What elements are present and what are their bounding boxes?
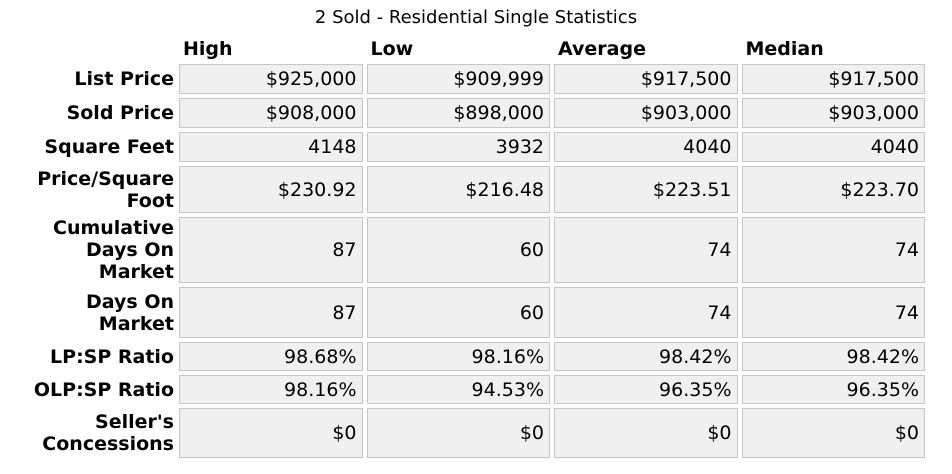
column-header-low: Low bbox=[370, 38, 414, 60]
value-cell: $216.48 bbox=[366, 166, 550, 213]
row-label: Seller's Concessions bbox=[42, 411, 174, 455]
value-cell: $917,500 bbox=[554, 64, 738, 94]
report-title: 2 Sold - Residential Single Statistics bbox=[314, 7, 638, 28]
value-cell: 98.16% bbox=[179, 375, 363, 404]
value-cell: $0 bbox=[554, 408, 738, 458]
value-cell: $925,000 bbox=[179, 64, 363, 94]
value-cell: $917,500 bbox=[741, 64, 925, 94]
row-label: OLP:SP Ratio bbox=[33, 378, 174, 401]
value-cell: 4148 bbox=[179, 132, 363, 162]
row-label: LP:SP Ratio bbox=[50, 345, 174, 368]
value-cell: $223.70 bbox=[741, 166, 925, 213]
value-cell: 98.42% bbox=[741, 342, 925, 371]
column-header-average: Average bbox=[558, 38, 646, 60]
row-label: Days On Market bbox=[86, 290, 174, 335]
value-cell: $903,000 bbox=[554, 98, 738, 128]
value-cell: 74 bbox=[554, 217, 738, 283]
value-cell: $0 bbox=[179, 408, 363, 458]
row-label: Cumulative Days On Market bbox=[53, 217, 174, 283]
value-cell: $223.51 bbox=[554, 166, 738, 213]
value-cell: 60 bbox=[366, 287, 550, 338]
value-cell: 3932 bbox=[366, 132, 550, 162]
value-cell: $898,000 bbox=[366, 98, 550, 128]
row-label: List Price bbox=[74, 68, 174, 90]
value-cell: $0 bbox=[741, 408, 925, 458]
value-cell: 96.35% bbox=[741, 375, 925, 404]
value-cell: $0 bbox=[366, 408, 550, 458]
value-cell: $903,000 bbox=[741, 98, 925, 128]
value-cell: $230.92 bbox=[179, 166, 363, 213]
value-cell: 74 bbox=[741, 287, 925, 338]
value-cell: $909,999 bbox=[366, 64, 550, 94]
statistics-table: High Low Average Median List Price $925,000 $9… bbox=[0, 38, 925, 458]
value-cell: 74 bbox=[741, 217, 925, 283]
value-cell: 60 bbox=[366, 217, 550, 283]
column-header-median: Median bbox=[745, 38, 824, 60]
value-cell: 87 bbox=[179, 217, 363, 283]
value-cell: 98.68% bbox=[179, 342, 363, 371]
header-corner-spacer bbox=[0, 38, 175, 60]
value-cell: 87 bbox=[179, 287, 363, 338]
row-label: Square Feet bbox=[44, 136, 174, 158]
value-cell: 4040 bbox=[741, 132, 925, 162]
value-cell: 96.35% bbox=[554, 375, 738, 404]
value-cell: 98.42% bbox=[554, 342, 738, 371]
value-cell: 74 bbox=[554, 287, 738, 338]
value-cell: $908,000 bbox=[179, 98, 363, 128]
value-cell: 98.16% bbox=[366, 342, 550, 371]
value-cell: 4040 bbox=[554, 132, 738, 162]
row-label: Sold Price bbox=[66, 102, 174, 124]
value-cell: 94.53% bbox=[366, 375, 550, 404]
row-label: Price/Square Foot bbox=[37, 167, 174, 212]
column-header-high: High bbox=[183, 38, 233, 60]
